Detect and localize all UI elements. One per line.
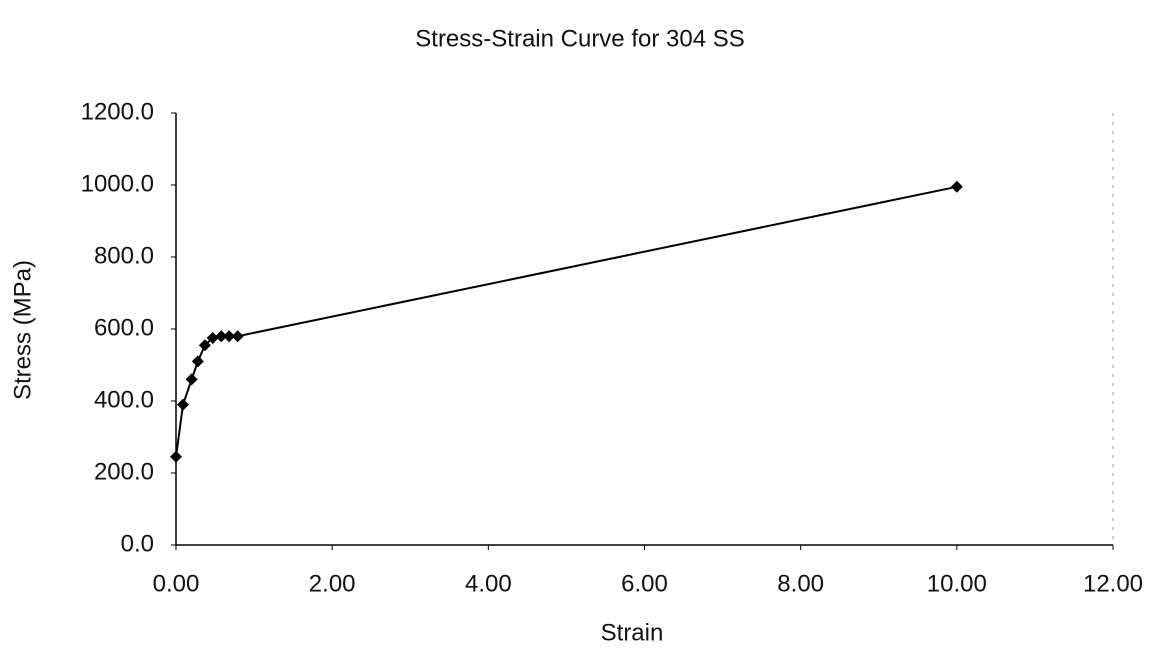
data-line <box>175 185 958 457</box>
y-tick-label: 600.0 <box>94 314 154 341</box>
data-point <box>177 398 190 411</box>
y-tick-label: 200.0 <box>94 458 154 485</box>
x-tick-label: 0.00 <box>153 570 200 597</box>
data-point <box>198 339 211 352</box>
chart-title: Stress-Strain Curve for 304 SS <box>415 25 744 52</box>
data-point <box>170 450 182 463</box>
y-tick-label: 800.0 <box>94 242 154 269</box>
y-tick-label: 0.0 <box>121 530 154 557</box>
data-point <box>191 355 204 368</box>
data-point <box>231 330 244 343</box>
x-tick-label: 4.00 <box>465 570 512 597</box>
y-tick-label: 1200.0 <box>81 98 154 125</box>
data-point <box>950 180 963 193</box>
x-tick-label: 12.00 <box>1083 570 1143 597</box>
y-tick-label: 400.0 <box>94 386 154 413</box>
x-tick-label: 2.00 <box>309 570 356 597</box>
y-axis-label: Stress (MPa) <box>9 260 36 400</box>
data-point <box>223 330 236 343</box>
data-point <box>206 332 219 344</box>
data-point <box>185 373 198 386</box>
x-tick-label: 8.00 <box>777 570 824 597</box>
x-tick-label: 10.00 <box>927 570 987 597</box>
y-tick-label: 1000.0 <box>81 170 154 197</box>
x-tick-label: 6.00 <box>621 570 668 597</box>
x-axis-label: Strain <box>601 619 664 646</box>
data-point <box>215 330 228 343</box>
